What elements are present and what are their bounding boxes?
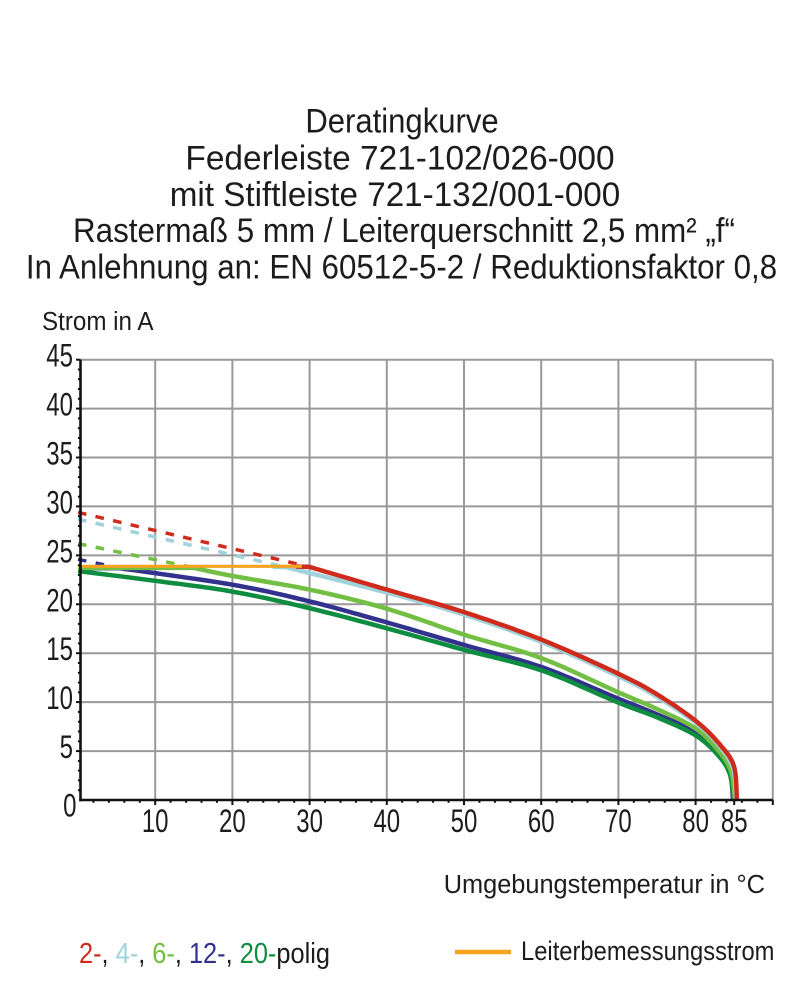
svg-text:35: 35: [46, 435, 73, 471]
svg-text:45: 45: [46, 337, 73, 373]
svg-text:40: 40: [46, 386, 73, 422]
svg-text:0: 0: [63, 787, 76, 823]
svg-text:15: 15: [46, 631, 73, 667]
svg-text:Deratingkurve: Deratingkurve: [305, 101, 498, 140]
svg-text:40: 40: [373, 803, 400, 839]
svg-text:Rastermaß 5 mm / Leiterquersch: Rastermaß 5 mm / Leiterquerschnitt 2,5 m…: [73, 211, 735, 250]
svg-text:mit Stiftleiste 721-132/001-00: mit Stiftleiste 721-132/001-000: [170, 175, 621, 214]
svg-text:30: 30: [296, 803, 323, 839]
svg-text:Umgebungstemperatur in °C: Umgebungstemperatur in °C: [444, 871, 765, 899]
svg-text:85: 85: [721, 803, 748, 839]
svg-text:80: 80: [682, 803, 709, 839]
svg-text:70: 70: [605, 803, 632, 839]
svg-text:20: 20: [46, 582, 73, 618]
svg-text:In Anlehnung an: EN 60512-5-2: In Anlehnung an: EN 60512-5-2 / Reduktio…: [26, 247, 777, 286]
svg-text:50: 50: [451, 803, 478, 839]
svg-text:5: 5: [60, 729, 73, 765]
svg-text:Federleiste 721-102/026-000: Federleiste 721-102/026-000: [185, 139, 614, 178]
svg-text:10: 10: [46, 680, 73, 716]
svg-text:30: 30: [46, 484, 73, 520]
svg-text:25: 25: [46, 533, 73, 569]
svg-text:60: 60: [528, 803, 555, 839]
svg-text:2-, 4-, 6-, 12-, 20-polig: 2-, 4-, 6-, 12-, 20-polig: [79, 936, 330, 969]
svg-text:Strom in A: Strom in A: [42, 307, 154, 336]
svg-text:Leiterbemessungsstrom: Leiterbemessungsstrom: [521, 937, 774, 967]
svg-text:10: 10: [142, 803, 169, 839]
svg-text:20: 20: [219, 803, 246, 839]
